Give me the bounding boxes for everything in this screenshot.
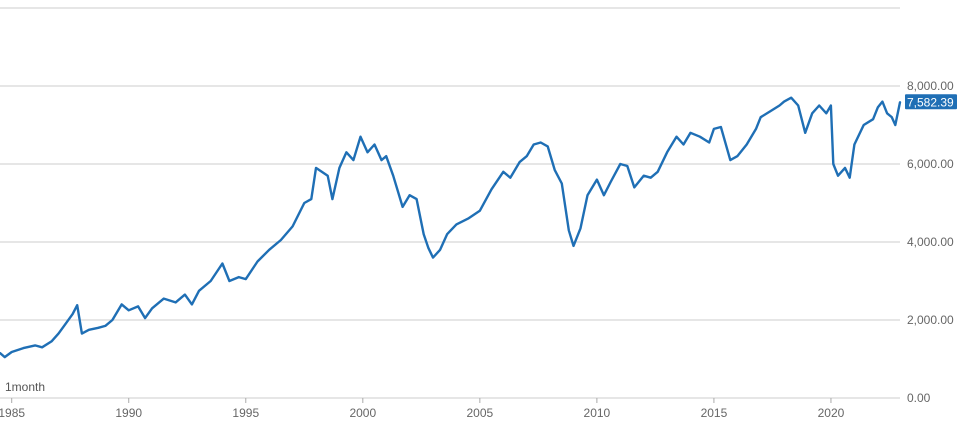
- x-axis-ticks: 1985 1990 1995 2000 2005 2010 2015 2020: [0, 398, 845, 420]
- y-tick-label: 6,000.00: [907, 157, 954, 171]
- x-tick-label: 2020: [818, 406, 845, 420]
- x-tick-label: 1995: [232, 406, 259, 420]
- y-tick-label: 4,000.00: [907, 235, 954, 249]
- y-tick-label: 0.00: [907, 391, 931, 405]
- x-tick-label: 2010: [584, 406, 611, 420]
- price-series-line[interactable]: [0, 96, 902, 359]
- y-tick-label: 2,000.00: [907, 313, 954, 327]
- horizontal-gridlines: [0, 7, 900, 399]
- last-value-badge-background: [905, 94, 957, 110]
- x-tick-label: 2000: [349, 406, 376, 420]
- y-axis-ticks: 0.00 2,000.00 4,000.00 6,000.00 8,000.00: [907, 79, 954, 405]
- x-tick-label: 2005: [466, 406, 493, 420]
- last-value-badge: 7,582.39: [905, 94, 957, 110]
- x-tick-label: 2015: [701, 406, 728, 420]
- y-tick-label: 8,000.00: [907, 79, 954, 93]
- x-tick-label: 1990: [115, 406, 142, 420]
- interval-label[interactable]: 1month: [5, 380, 45, 394]
- x-tick-label: 1985: [0, 406, 25, 420]
- last-value-label: 7,582.39: [907, 95, 954, 109]
